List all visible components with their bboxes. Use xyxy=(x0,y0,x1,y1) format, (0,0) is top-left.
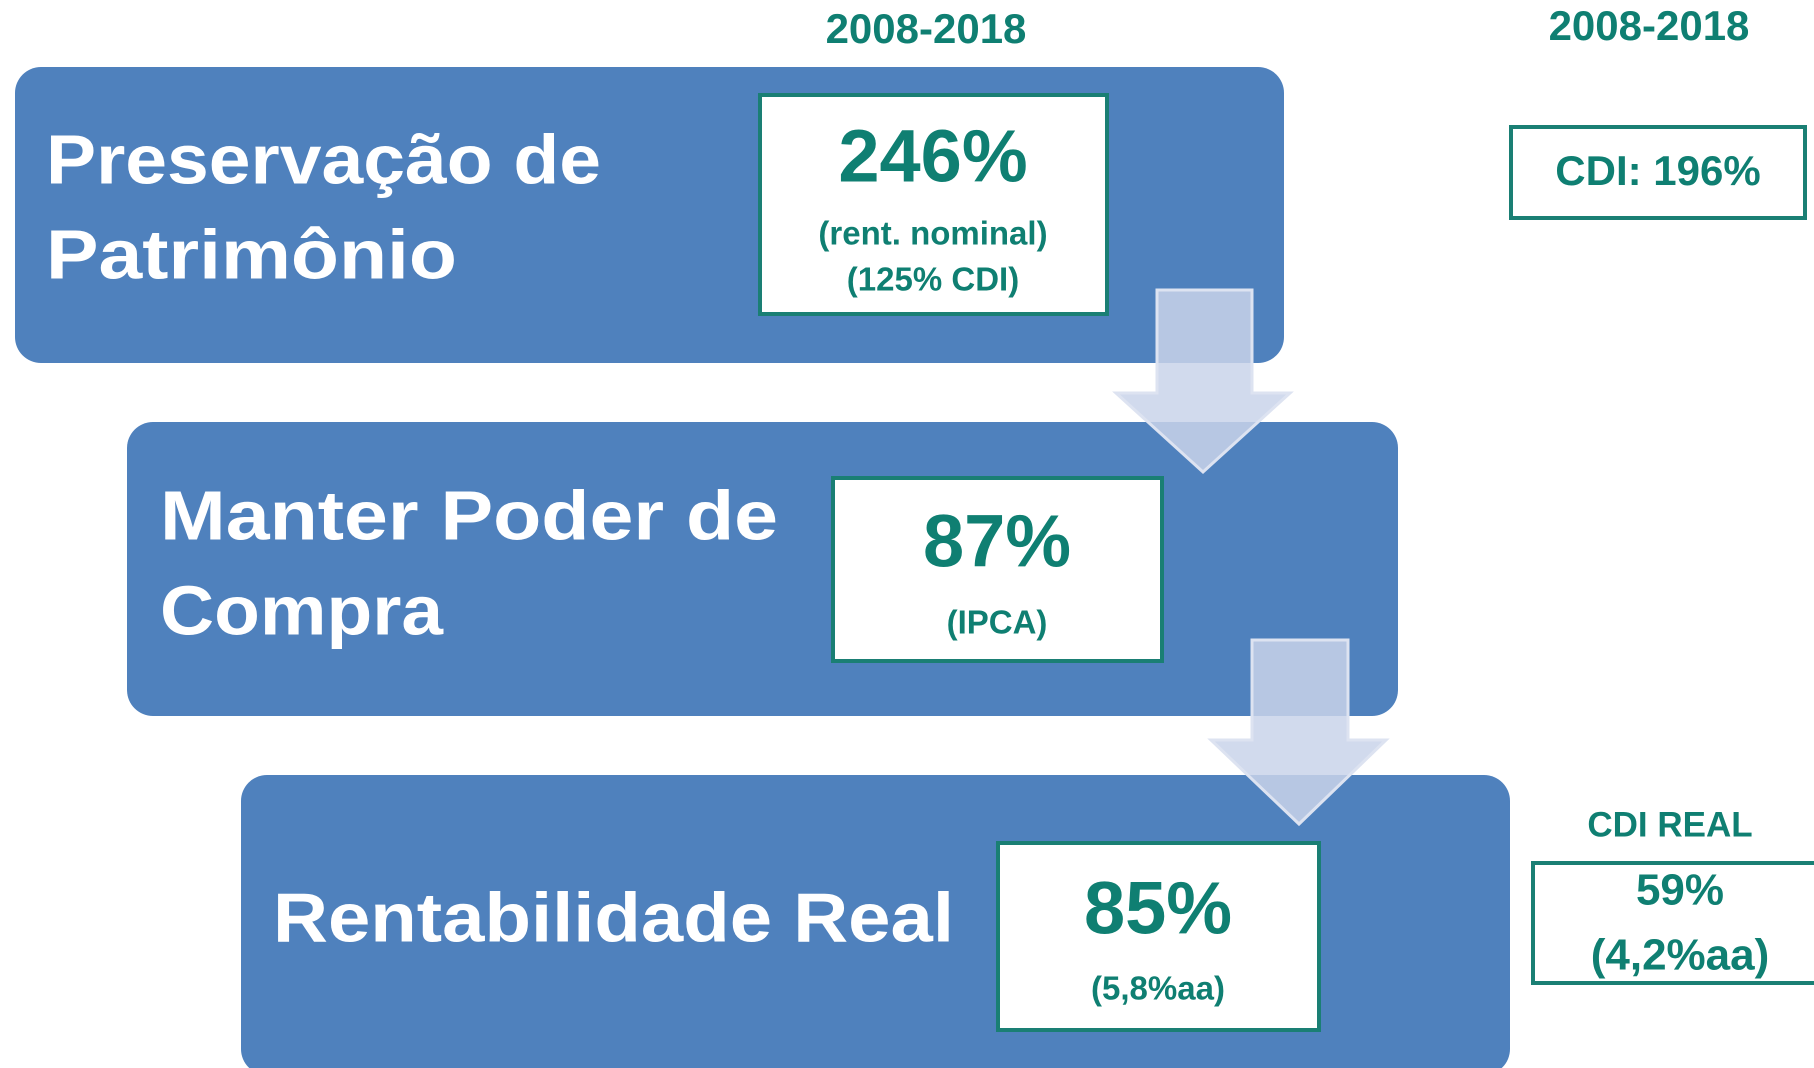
side-value: (4,2%aa) xyxy=(1591,931,1770,980)
stage-title: Manter Poder de xyxy=(160,476,778,554)
stage-title: Compra xyxy=(160,571,444,649)
note: (rent. nominal) xyxy=(818,215,1047,252)
value: 85% xyxy=(1084,867,1232,950)
side-box xyxy=(1531,861,1814,985)
value: 246% xyxy=(838,115,1027,198)
note: (IPCA) xyxy=(947,604,1048,641)
side-label: CDI REAL xyxy=(1587,805,1752,844)
header: 2008-2018 xyxy=(826,5,1027,52)
note: (125% CDI) xyxy=(847,261,1019,298)
header: 2008-2018 xyxy=(1549,2,1750,49)
arrow xyxy=(1207,638,1390,827)
side-box xyxy=(1509,125,1807,220)
value-box xyxy=(996,841,1321,1032)
note: (5,8%aa) xyxy=(1091,970,1225,1007)
value-box xyxy=(758,93,1109,316)
value: 87% xyxy=(923,500,1071,583)
stage-title: Rentabilidade Real xyxy=(273,878,954,956)
side-value: 59% xyxy=(1636,866,1724,915)
side-value: CDI: 196% xyxy=(1555,147,1760,194)
stage-title: Preservação de xyxy=(46,120,601,198)
value-box xyxy=(831,476,1164,663)
stage-title: Patrimônio xyxy=(46,215,457,293)
arrow xyxy=(1112,288,1294,475)
